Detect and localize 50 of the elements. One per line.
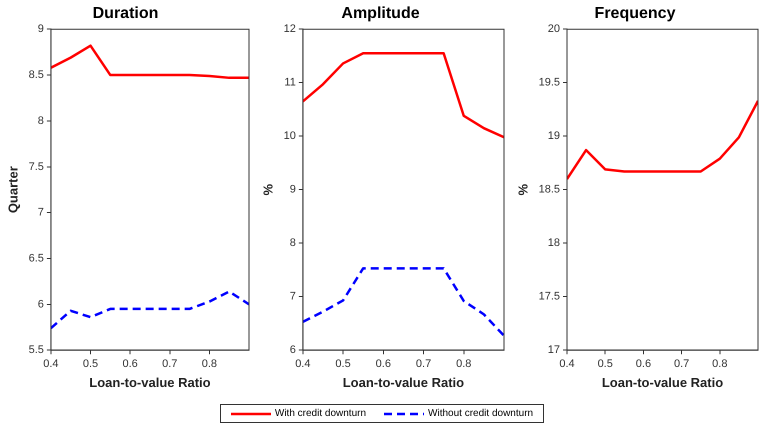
x-axis-title: Loan-to-value Ratio — [602, 374, 724, 390]
x-axis-title: Loan-to-value Ratio — [342, 374, 464, 390]
y-tick-label: 9 — [38, 23, 44, 36]
y-tick-label: 11 — [284, 76, 296, 89]
x-tick-label: 0.6 — [376, 358, 391, 370]
x-tick-label: 0.4 — [559, 358, 575, 370]
x-axis-title: Loan-to-value Ratio — [89, 374, 211, 390]
x-tick-label: 0.5 — [335, 358, 351, 370]
y-tick-label: 17.5 — [538, 290, 560, 303]
chart-title: Duration — [92, 5, 158, 22]
y-tick-label: 20 — [548, 23, 560, 36]
line-series — [50, 290, 249, 330]
y-tick-label: 9 — [290, 184, 296, 196]
y-tick-label: 7 — [38, 206, 44, 219]
y-tick-label: 18.5 — [538, 184, 560, 196]
y-tick-label: 8 — [290, 237, 296, 250]
x-tick-label: 0.4 — [43, 358, 59, 370]
y-tick-label: 7 — [290, 290, 296, 303]
x-tick-label: 0.6 — [122, 358, 138, 370]
y-tick-label: 19 — [548, 130, 560, 142]
x-tick-label: 0.7 — [674, 358, 690, 370]
x-tick-label: 0.5 — [82, 358, 98, 370]
y-tick-label: 6.5 — [28, 252, 44, 265]
x-tick-label: 0.8 — [712, 358, 728, 370]
y-axis-title: % — [515, 183, 530, 196]
legend-label: With credit downturn — [274, 408, 366, 419]
x-tick-label: 0.6 — [636, 358, 652, 370]
chart-title: Amplitude — [341, 5, 420, 22]
legend-label: Without credit downturn — [428, 408, 534, 419]
y-axis-title: Quarter — [5, 166, 20, 214]
y-tick-label: 6 — [290, 344, 296, 356]
y-tick-label: 8 — [38, 114, 44, 127]
y-tick-label: 6 — [38, 298, 44, 310]
y-tick-label: 7.5 — [28, 160, 44, 173]
y-tick-label: 17 — [548, 344, 560, 356]
y-tick-label: 5.5 — [28, 344, 44, 356]
x-tick-label: 0.5 — [598, 358, 613, 370]
y-tick-label: 10 — [284, 130, 296, 142]
y-tick-label: 19.5 — [538, 76, 560, 89]
chart-title: Frequency — [594, 5, 676, 22]
x-tick-label: 0.7 — [416, 358, 432, 370]
y-axis-title: % — [260, 183, 276, 196]
x-tick-label: 0.4 — [295, 358, 310, 370]
y-tick-label: 12 — [284, 23, 296, 36]
x-tick-label: 0.8 — [202, 358, 218, 370]
y-tick-label: 8.5 — [28, 69, 44, 82]
y-tick-label: 18 — [548, 237, 560, 250]
x-tick-label: 0.7 — [162, 358, 178, 370]
line-series — [302, 267, 504, 338]
x-tick-label: 0.8 — [456, 358, 472, 370]
